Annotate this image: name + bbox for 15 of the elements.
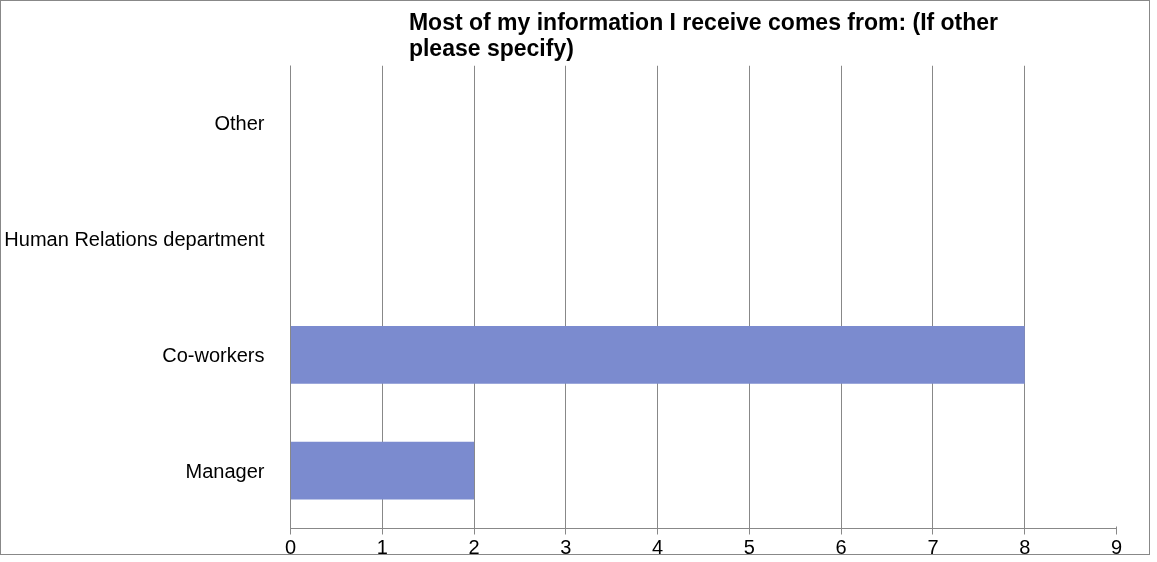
x-tick-label: 3 (560, 535, 572, 558)
x-tick-label: 8 (1019, 535, 1031, 558)
x-tick-label: 7 (927, 535, 939, 558)
y-tick-label: Manager (185, 459, 265, 482)
x-tick-label: 0 (284, 535, 297, 558)
x-tick-label: 5 (743, 535, 755, 558)
x-tick-label: 6 (835, 535, 847, 558)
x-tick-label: 2 (468, 535, 480, 558)
x-tick-label: 1 (376, 535, 388, 558)
chart-title: Most of my information I receive comes from: (If other please specify) (408, 8, 999, 61)
y-tick-label: Other (214, 112, 265, 135)
x-tick-label: 9 (1110, 535, 1123, 558)
x-tick-label: 4 (652, 535, 664, 558)
y-tick-label: Human Relations department (4, 228, 265, 251)
y-tick-label: Co-workers (162, 343, 265, 366)
